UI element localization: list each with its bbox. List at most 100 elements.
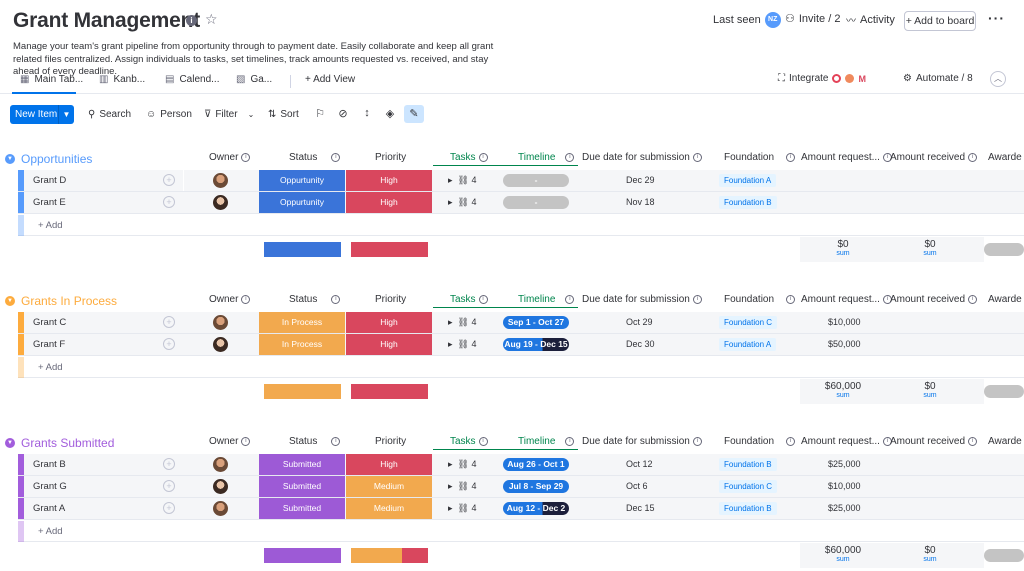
priority-cell[interactable]: Medium	[346, 498, 432, 519]
add-update-icon[interactable]: +	[163, 174, 175, 186]
amount-requested-cell[interactable]: $10,000	[828, 481, 861, 491]
add-item-label[interactable]: + Add	[38, 220, 63, 231]
new-item-button[interactable]: New Item ▼	[10, 105, 74, 124]
column-header-priority[interactable]: Priority	[375, 436, 407, 447]
status-summary-bar[interactable]	[264, 242, 341, 257]
column-header-awarded[interactable]: Awarde	[988, 436, 1022, 447]
add-update-icon[interactable]: +	[163, 196, 175, 208]
column-header-owner[interactable]: Owner i	[209, 294, 251, 305]
status-summary-bar[interactable]	[264, 384, 341, 399]
add-item-row[interactable]: + Add	[18, 357, 1024, 378]
foundation-cell[interactable]: Foundation C	[719, 316, 778, 329]
row-name[interactable]: Grant B	[33, 459, 66, 470]
status-cell[interactable]: In Process	[259, 312, 345, 333]
edit-icon[interactable]: ✎	[404, 105, 424, 123]
timeline-cell[interactable]: -	[503, 174, 569, 187]
row-name[interactable]: Grant E	[33, 197, 66, 208]
filter-button[interactable]: ⊽ Filter ⌄	[204, 109, 254, 120]
foundation-cell[interactable]: Foundation B	[719, 458, 777, 471]
column-header-tasks[interactable]: Tasks i	[450, 294, 488, 305]
priority-cell[interactable]: Medium	[346, 476, 432, 497]
column-header-owner[interactable]: Owner i	[209, 436, 251, 447]
due-date-cell[interactable]: Dec 30	[626, 339, 655, 349]
add-item-label[interactable]: + Add	[38, 526, 63, 537]
foundation-cell[interactable]: Foundation C	[719, 480, 778, 493]
foundation-cell[interactable]: Foundation A	[719, 174, 777, 187]
row-name[interactable]: Grant F	[33, 339, 66, 350]
column-header-priority[interactable]: Priority	[375, 152, 407, 163]
column-header-awarded[interactable]: Awarde	[988, 294, 1022, 305]
priority-summary-bar-high[interactable]	[402, 548, 428, 563]
status-cell[interactable]: Submitted	[259, 454, 345, 475]
hide-icon[interactable]: ⊘	[338, 108, 348, 120]
person-filter-button[interactable]: ☺ Person	[146, 109, 192, 120]
color-icon[interactable]: ◈	[385, 108, 395, 120]
collapse-header-button[interactable]: ︿	[990, 71, 1006, 87]
priority-cell[interactable]: High	[346, 312, 432, 333]
tasks-cell[interactable]: ▸ ⛓ 4	[448, 339, 477, 349]
tasks-cell[interactable]: ▸ ⛓ 4	[448, 197, 477, 207]
tab-kanban[interactable]: ▥ Kanb...	[99, 74, 145, 85]
column-header-amount-received[interactable]: Amount received i	[890, 294, 978, 305]
due-date-cell[interactable]: Oct 12	[626, 459, 653, 469]
tasks-cell[interactable]: ▸ ⛓ 4	[448, 503, 477, 513]
avatar[interactable]	[213, 479, 228, 494]
avatar[interactable]	[213, 337, 228, 352]
invite-button[interactable]: ⚇ Invite / 2	[785, 12, 840, 26]
table-row[interactable]: Grant C + In Process High ▸ ⛓ 4 Sep 1 - …	[18, 312, 1024, 334]
tasks-cell[interactable]: ▸ ⛓ 4	[448, 459, 477, 469]
column-header-amount-requested[interactable]: Amount request... i	[801, 152, 892, 163]
add-update-icon[interactable]: +	[163, 502, 175, 514]
column-header-amount-requested[interactable]: Amount request... i	[801, 294, 892, 305]
avatar[interactable]	[213, 315, 228, 330]
column-header-priority[interactable]: Priority	[375, 294, 407, 305]
row-name[interactable]: Grant D	[33, 175, 67, 186]
column-header-timeline[interactable]: Timeline i	[518, 294, 575, 305]
pin-icon[interactable]: ⚐	[315, 108, 325, 120]
priority-cell[interactable]: High	[346, 170, 432, 191]
add-item-label[interactable]: + Add	[38, 362, 63, 373]
due-date-cell[interactable]: Dec 15	[626, 503, 655, 513]
foundation-cell[interactable]: Foundation A	[719, 338, 777, 351]
star-icon[interactable]: ☆	[205, 11, 218, 27]
status-cell[interactable]: Submitted	[259, 476, 345, 497]
amount-requested-cell[interactable]: $10,000	[828, 317, 861, 327]
info-icon[interactable]: i	[186, 15, 197, 26]
group-title[interactable]: Opportunities	[21, 152, 93, 166]
last-seen[interactable]: Last seen NZ	[713, 12, 781, 28]
timeline-cell[interactable]: -	[503, 196, 569, 209]
add-update-icon[interactable]: +	[163, 316, 175, 328]
due-date-cell[interactable]: Oct 6	[626, 481, 648, 491]
timeline-cell[interactable]: Aug 19 - Dec 15	[503, 338, 569, 351]
due-date-cell[interactable]: Dec 29	[626, 175, 655, 185]
timeline-cell[interactable]: Sep 1 - Oct 27	[503, 316, 569, 329]
column-header-amount-received[interactable]: Amount received i	[890, 152, 978, 163]
foundation-cell[interactable]: Foundation B	[719, 502, 777, 515]
column-header-due-date[interactable]: Due date for submission i	[582, 152, 702, 163]
activity-button[interactable]: 〰 Activity	[846, 12, 895, 28]
amount-requested-cell[interactable]: $50,000	[828, 339, 861, 349]
more-options-icon[interactable]: ···	[988, 10, 1005, 26]
add-update-icon[interactable]: +	[163, 338, 175, 350]
add-view-button[interactable]: + Add View	[305, 74, 356, 85]
group-title[interactable]: Grants In Process	[21, 294, 118, 308]
column-header-tasks[interactable]: Tasks i	[450, 436, 488, 447]
priority-summary-bar[interactable]	[351, 242, 428, 257]
chevron-down-icon[interactable]: ▼	[5, 296, 15, 306]
foundation-cell[interactable]: Foundation B	[719, 196, 777, 209]
column-header-foundation[interactable]: Foundation i	[724, 436, 796, 447]
add-item-row[interactable]: + Add	[18, 215, 1024, 236]
avatar[interactable]	[213, 501, 228, 516]
column-header-tasks[interactable]: Tasks i	[450, 152, 488, 163]
priority-cell[interactable]: High	[346, 334, 432, 355]
timeline-cell[interactable]: Aug 26 - Oct 1	[503, 458, 569, 471]
status-summary-bar[interactable]	[264, 548, 341, 563]
status-cell[interactable]: Oppurtunity	[259, 192, 345, 213]
column-header-owner[interactable]: Owner i	[209, 152, 251, 163]
table-row[interactable]: Grant E + Oppurtunity High ▸ ⛓ 4 - Nov 1…	[18, 192, 1024, 214]
column-header-status[interactable]: Status i	[289, 436, 341, 447]
priority-cell[interactable]: High	[346, 192, 432, 213]
priority-cell[interactable]: High	[346, 454, 432, 475]
due-date-cell[interactable]: Nov 18	[626, 197, 655, 207]
add-item-row[interactable]: + Add	[18, 521, 1024, 542]
